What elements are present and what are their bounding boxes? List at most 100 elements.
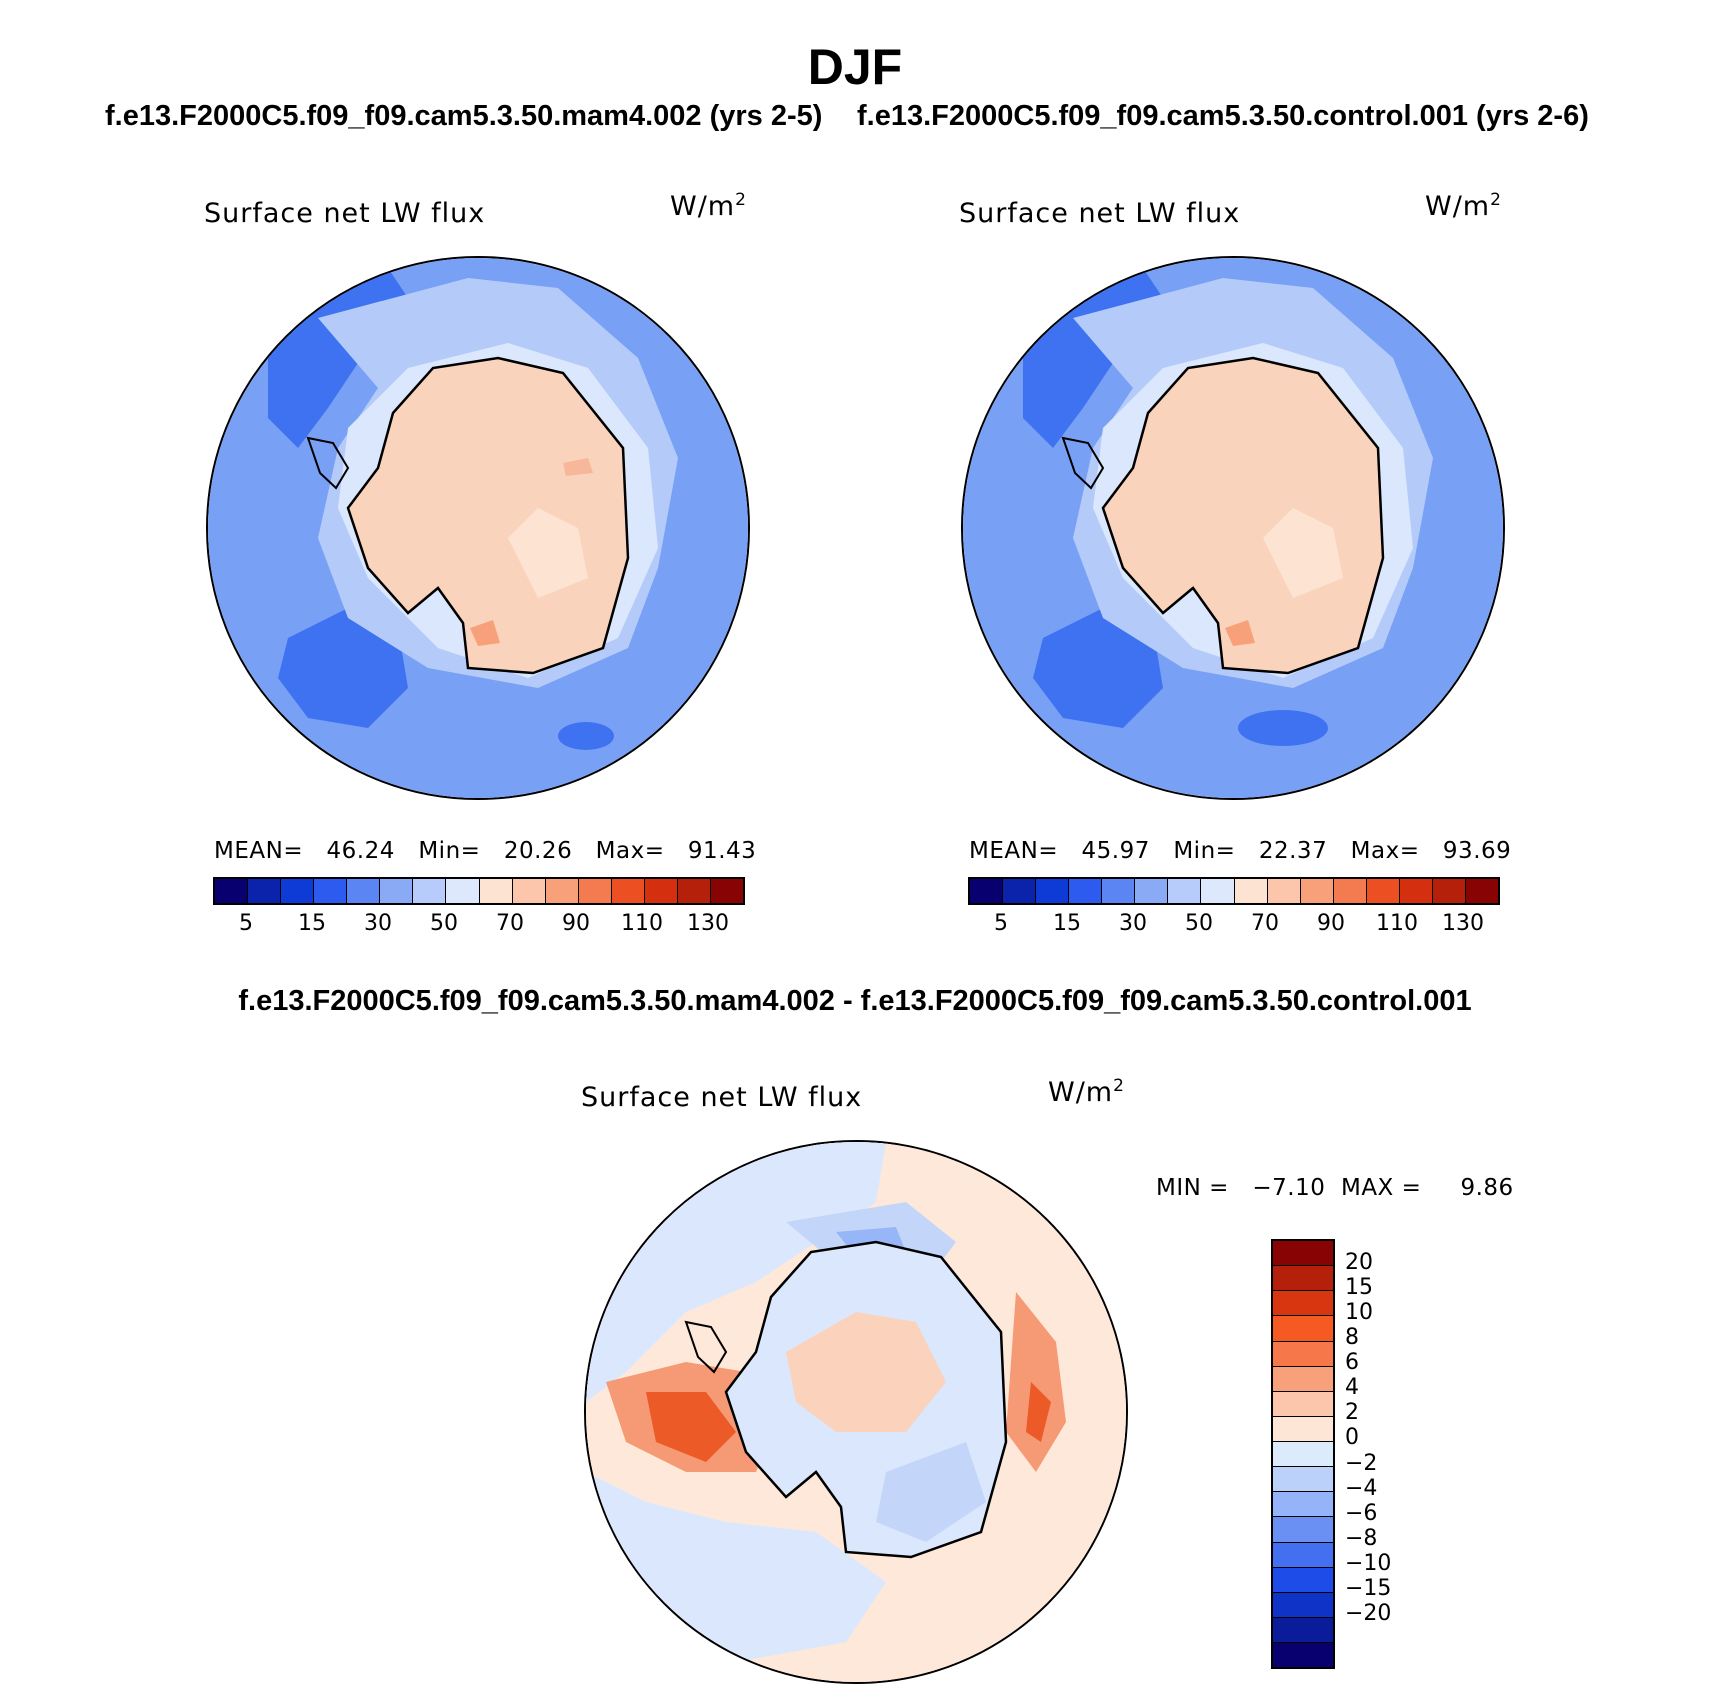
- max-label-diff: MAX =: [1340, 1175, 1422, 1201]
- colorbar-mam4-tick-label: 5: [239, 911, 253, 936]
- colorbar-difference-swatch: [1273, 1366, 1333, 1392]
- colorbar-difference-tick-label: 2: [1345, 1400, 1359, 1426]
- colorbar-difference-swatch: [1273, 1241, 1333, 1267]
- colorbar-control-swatch: [1168, 879, 1202, 903]
- colorbar-difference-tick-label: 6: [1345, 1350, 1359, 1376]
- variable-label-diff: Surface net LW flux: [581, 1082, 863, 1113]
- min-value-right: 22.37: [1258, 838, 1328, 864]
- colorbar-mam4-swatch: [413, 879, 447, 903]
- colorbar-mam4-tick-label: 70: [496, 911, 524, 936]
- colorbar-control-swatch: [1069, 879, 1103, 903]
- colorbar-mam4-swatch: [314, 879, 348, 903]
- colorbar-control-swatch: [1003, 879, 1037, 903]
- colorbar-mam4-swatch: [380, 879, 414, 903]
- colorbar-control-swatch: [1399, 879, 1433, 903]
- colorbar-mam4: [213, 877, 745, 905]
- min-label-diff: MIN =: [1156, 1175, 1229, 1201]
- season-title: DJF: [807, 39, 903, 95]
- max-value-right: 93.69: [1442, 838, 1512, 864]
- colorbar-difference-swatch: [1273, 1542, 1333, 1568]
- colorbar-mam4-swatch: [215, 879, 249, 903]
- colorbar-mam4-tick-label: 15: [298, 911, 326, 936]
- max-label-left: Max=: [595, 838, 665, 864]
- mean-value-left: 46.24: [326, 838, 395, 864]
- variable-label-left: Surface net LW flux: [204, 198, 486, 229]
- colorbar-mam4-swatch: [512, 879, 546, 903]
- difference-title: f.e13.F2000C5.f09_f09.cam5.3.50.mam4.002…: [238, 985, 1472, 1017]
- colorbar-difference-swatch: [1273, 1291, 1333, 1317]
- colorbar-difference-tick-label: −20: [1345, 1600, 1392, 1626]
- colorbar-difference-swatch: [1273, 1592, 1333, 1618]
- colorbar-difference-tick-label: 0: [1345, 1425, 1359, 1451]
- colorbar-mam4-swatch: [710, 879, 743, 903]
- min-value-left: 20.26: [503, 838, 573, 864]
- colorbar-difference-tick-label: 20: [1345, 1250, 1373, 1276]
- colorbar-mam4-swatch: [644, 879, 678, 903]
- polar-map-control-field: [963, 258, 1503, 798]
- max-value-diff: 9.86: [1460, 1175, 1514, 1201]
- max-value-left: 91.43: [687, 838, 757, 864]
- colorbar-mam4-tick-label: 50: [430, 911, 458, 936]
- colorbar-difference-tick-label: 4: [1345, 1375, 1359, 1401]
- colorbar-control-swatch: [1234, 879, 1268, 903]
- max-label-right: Max=: [1350, 838, 1420, 864]
- colorbar-difference-swatch: [1273, 1416, 1333, 1442]
- colorbar-control-swatch: [1201, 879, 1235, 903]
- colorbar-difference: [1271, 1239, 1335, 1669]
- colorbar-control-swatch: [1267, 879, 1301, 903]
- colorbar-difference-tick-label: −2: [1345, 1450, 1378, 1476]
- polar-map-mam4-field: [208, 258, 748, 798]
- colorbar-control-swatch: [1036, 879, 1070, 903]
- variable-label-right: Surface net LW flux: [959, 198, 1241, 229]
- colorbar-difference-swatch: [1273, 1391, 1333, 1417]
- colorbar-difference-tick-label: −8: [1345, 1525, 1378, 1551]
- colorbar-control-tick-label: 70: [1251, 911, 1279, 936]
- mean-label-right: MEAN=: [969, 838, 1059, 864]
- colorbar-control-swatch: [1333, 879, 1367, 903]
- colorbar-mam4-swatch: [611, 879, 645, 903]
- colorbar-control-swatch: [1102, 879, 1136, 903]
- colorbar-difference-swatch: [1273, 1492, 1333, 1518]
- colorbar-control-tick-label: 130: [1442, 911, 1484, 936]
- stats-diff: MIN = −7.10 MAX = 9.86: [1156, 1175, 1514, 1201]
- mean-label-left: MEAN=: [214, 838, 304, 864]
- colorbar-control-swatch: [970, 879, 1004, 903]
- case-title-left: f.e13.F2000C5.f09_f09.cam5.3.50.mam4.002…: [105, 100, 823, 132]
- case-title-right: f.e13.F2000C5.f09_f09.cam5.3.50.control.…: [857, 100, 1589, 132]
- colorbar-difference-swatch: [1273, 1517, 1333, 1543]
- colorbar-difference-swatch: [1273, 1442, 1333, 1468]
- units-label-diff: W/m2: [1048, 1076, 1125, 1108]
- colorbar-control: [968, 877, 1500, 905]
- colorbar-control-swatch: [1366, 879, 1400, 903]
- colorbar-difference-tick-label: 10: [1345, 1300, 1373, 1326]
- colorbar-control-swatch: [1432, 879, 1466, 903]
- colorbar-difference-swatch: [1273, 1266, 1333, 1292]
- colorbar-difference-swatch: [1273, 1341, 1333, 1367]
- mean-value-right: 45.97: [1081, 838, 1150, 864]
- colorbar-mam4-tick-label: 110: [621, 911, 663, 936]
- stats-right: MEAN= 45.97 Min= 22.37 Max= 93.69: [969, 838, 1511, 864]
- colorbar-control-tick-label: 50: [1185, 911, 1213, 936]
- colorbar-control-tick-label: 5: [994, 911, 1008, 936]
- colorbar-mam4-tick-label: 90: [562, 911, 590, 936]
- colorbar-difference-tick-label: −10: [1345, 1550, 1392, 1576]
- colorbar-mam4-swatch: [545, 879, 579, 903]
- colorbar-difference-tick-label: 15: [1345, 1275, 1373, 1301]
- colorbar-mam4-swatch: [677, 879, 711, 903]
- colorbar-difference-tick-label: 8: [1345, 1325, 1359, 1351]
- polar-map-difference-field: [586, 1142, 1126, 1682]
- colorbar-control-tick-label: 30: [1119, 911, 1147, 936]
- colorbar-mam4-swatch: [248, 879, 282, 903]
- polar-map-difference: [584, 1140, 1128, 1684]
- min-label-right: Min=: [1173, 838, 1236, 864]
- min-label-left: Min=: [418, 838, 481, 864]
- colorbar-difference-tick-label: −6: [1345, 1500, 1378, 1526]
- colorbar-mam4-swatch: [479, 879, 513, 903]
- colorbar-difference-swatch: [1273, 1617, 1333, 1643]
- colorbar-control-tick-label: 15: [1053, 911, 1081, 936]
- colorbar-mam4-tick-label: 130: [687, 911, 729, 936]
- colorbar-difference-swatch: [1273, 1567, 1333, 1593]
- stats-left: MEAN= 46.24 Min= 20.26 Max= 91.43: [214, 838, 756, 864]
- units-label-right: W/m2: [1425, 190, 1502, 222]
